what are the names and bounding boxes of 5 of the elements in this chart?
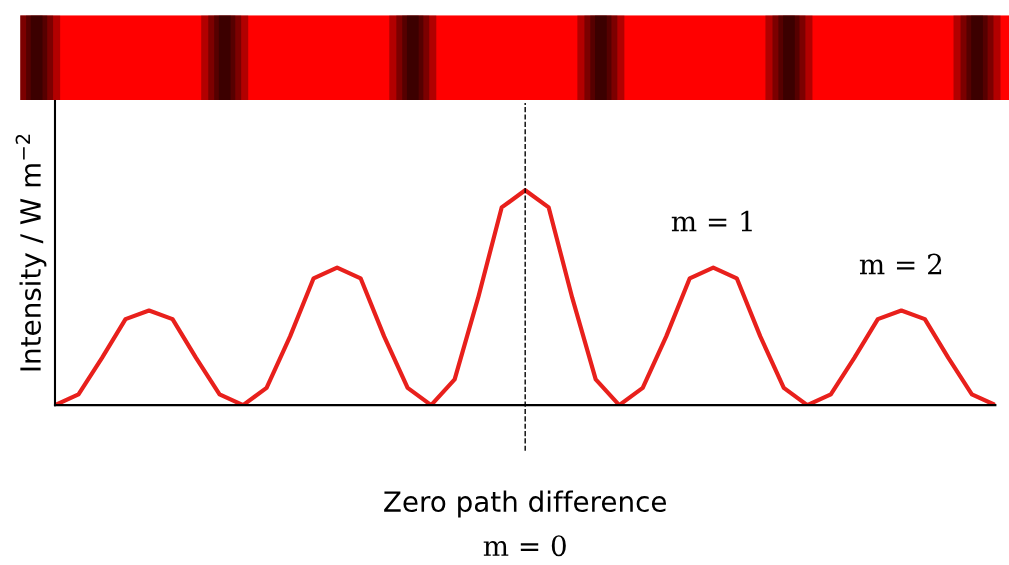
annotation: m = 2	[859, 253, 942, 275]
y-axis-title: Intensity / W m$^{−2}$	[15, 134, 47, 371]
x-axis-title: Zero path difference	[384, 490, 666, 518]
annotation: m = 1	[671, 210, 752, 232]
text: m = 0	[483, 535, 566, 557]
